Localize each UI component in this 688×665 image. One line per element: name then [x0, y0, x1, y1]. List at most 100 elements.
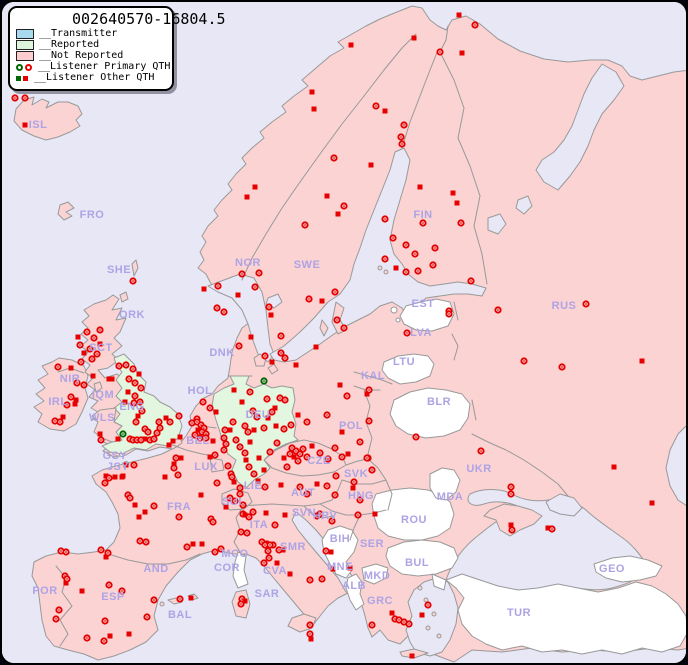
listener-other-marker[interactable] [136, 371, 142, 377]
listener-other-marker[interactable] [252, 184, 258, 190]
listener-other-marker[interactable] [177, 434, 183, 440]
listener-other-marker[interactable] [417, 184, 423, 190]
listener-other-marker[interactable] [330, 566, 336, 572]
listener-other-marker[interactable] [287, 571, 293, 577]
listener-other-marker[interactable] [382, 108, 388, 114]
listener-other-marker[interactable] [162, 474, 168, 480]
listener-other-marker[interactable] [269, 359, 275, 365]
listener-other-marker[interactable] [119, 474, 125, 480]
listener-other-marker[interactable] [125, 389, 131, 395]
listener-other-marker[interactable] [170, 438, 176, 444]
listener-other-marker[interactable] [223, 504, 229, 510]
listener-other-marker[interactable] [106, 376, 112, 382]
listener-other-marker[interactable] [545, 525, 551, 531]
listener-other-marker[interactable] [247, 439, 253, 445]
listener-other-marker[interactable] [339, 429, 345, 435]
listener-other-marker[interactable] [142, 436, 148, 442]
listener-other-marker[interactable] [335, 211, 341, 217]
listener-other-marker[interactable] [231, 479, 237, 485]
listener-other-marker[interactable] [280, 547, 286, 553]
listener-other-marker[interactable] [239, 399, 245, 405]
listener-other-marker[interactable] [171, 461, 177, 467]
listener-other-marker[interactable] [136, 514, 142, 520]
listener-other-marker[interactable] [243, 457, 249, 463]
listener-other-marker[interactable] [109, 376, 115, 382]
listener-other-marker[interactable] [75, 334, 81, 340]
listener-other-marker[interactable] [201, 286, 207, 292]
listener-other-marker[interactable] [311, 106, 317, 112]
no-data-countries[interactable] [232, 298, 688, 655]
listener-other-marker[interactable] [210, 438, 216, 444]
listener-other-marker[interactable] [274, 560, 280, 566]
listener-other-marker[interactable] [393, 265, 399, 271]
listener-other-marker[interactable] [213, 409, 219, 415]
listener-other-marker[interactable] [372, 511, 378, 517]
listener-other-marker[interactable] [242, 512, 248, 518]
listener-other-marker[interactable] [411, 35, 417, 41]
listener-other-marker[interactable] [123, 462, 129, 468]
listener-other-marker[interactable] [313, 344, 319, 350]
listener-other-marker[interactable] [456, 12, 462, 18]
listener-other-marker[interactable] [103, 473, 109, 479]
listener-other-marker[interactable] [195, 427, 201, 433]
listener-other-marker[interactable] [115, 436, 121, 442]
listener-other-marker[interactable] [291, 454, 297, 460]
listener-other-marker[interactable] [278, 482, 284, 488]
listener-other-marker[interactable] [348, 42, 354, 48]
listener-other-marker[interactable] [248, 334, 254, 340]
listener-other-marker[interactable] [142, 509, 148, 515]
listener-other-marker[interactable] [256, 455, 262, 461]
listener-other-marker[interactable] [508, 522, 514, 528]
listener-other-marker[interactable] [251, 427, 257, 433]
listener-other-marker[interactable] [263, 510, 269, 516]
listener-other-marker[interactable] [409, 653, 415, 659]
listener-other-marker[interactable] [68, 365, 74, 371]
listener-other-marker[interactable] [60, 414, 66, 420]
listener-other-marker[interactable] [235, 292, 241, 298]
listener-other-marker[interactable] [649, 500, 655, 506]
listener-other-marker[interactable] [364, 391, 370, 397]
listener-other-marker[interactable] [450, 190, 456, 196]
listener-other-marker[interactable] [319, 298, 325, 304]
listener-other-marker[interactable] [178, 455, 184, 461]
listener-other-marker[interactable] [244, 194, 250, 200]
listener-other-marker[interactable] [97, 341, 103, 347]
listener-other-marker[interactable] [190, 541, 196, 547]
listener-other-marker[interactable] [103, 554, 109, 560]
listener-other-marker[interactable] [265, 415, 271, 421]
listener-other-marker[interactable] [255, 478, 261, 484]
listener-other-marker[interactable] [454, 200, 460, 206]
listener-other-marker[interactable] [73, 397, 79, 403]
listener-other-marker[interactable] [135, 413, 141, 419]
listener-other-marker[interactable] [122, 399, 128, 405]
legend-box[interactable]: 002640570-16804.5 __Transmitter __Report… [8, 6, 226, 91]
listener-other-marker[interactable] [350, 485, 356, 491]
listener-other-marker[interactable] [63, 580, 69, 586]
listener-other-marker[interactable] [199, 541, 205, 547]
listener-other-marker[interactable] [314, 481, 320, 487]
listener-other-marker[interactable] [308, 636, 314, 642]
listener-other-marker[interactable] [163, 415, 169, 421]
listener-other-marker[interactable] [459, 50, 465, 56]
listener-other-marker[interactable] [309, 443, 315, 449]
listener-other-marker[interactable] [166, 442, 172, 448]
listener-other-marker[interactable] [132, 502, 138, 508]
listener-other-marker[interactable] [112, 474, 118, 480]
listener-markers[interactable] [11, 12, 655, 659]
listener-other-marker[interactable] [188, 595, 194, 601]
listener-other-marker[interactable] [282, 512, 288, 518]
listener-other-marker[interactable] [273, 423, 279, 429]
listener-other-marker[interactable] [242, 598, 248, 604]
listener-other-marker[interactable] [79, 588, 85, 594]
listener-other-marker[interactable] [126, 631, 132, 637]
listener-other-marker[interactable] [347, 565, 353, 571]
listener-other-marker[interactable] [272, 405, 278, 411]
listener-other-marker[interactable] [81, 350, 87, 356]
listener-other-marker[interactable] [611, 464, 617, 470]
listener-other-marker[interactable] [107, 633, 113, 639]
listener-other-marker[interactable] [268, 312, 274, 318]
listener-other-marker[interactable] [328, 549, 334, 555]
listener-other-marker[interactable] [227, 427, 233, 433]
